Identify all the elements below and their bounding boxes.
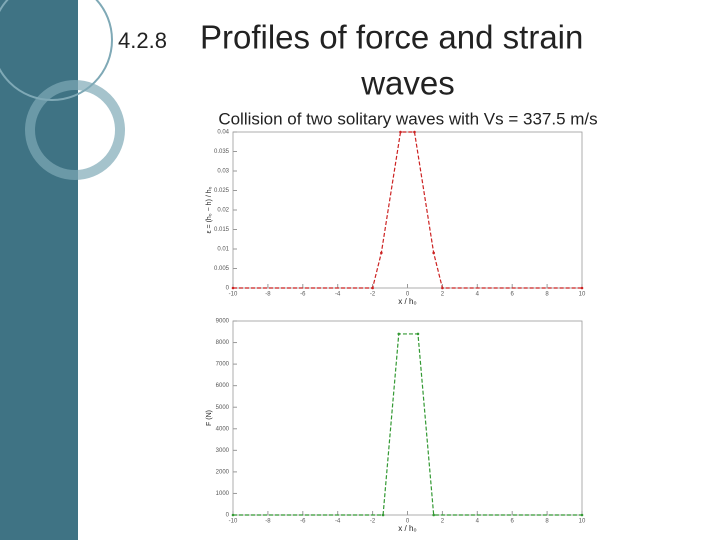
y-tick-label: 0.02	[217, 208, 229, 214]
y-tick-label: 0.005	[214, 266, 230, 272]
x-tick-label: 4	[476, 292, 480, 298]
x-tick-label: 2	[441, 519, 445, 525]
x-tick-label: 0	[406, 519, 410, 525]
y-tick-label: 4000	[216, 426, 230, 432]
subtitle: Collision of two solitary waves with Vs …	[218, 109, 597, 128]
section-number: 4.2.8	[118, 28, 167, 53]
y-tick-label: 1000	[216, 491, 230, 497]
x-axis-label: x / h₀	[398, 524, 416, 533]
data-line	[233, 131, 582, 289]
y-tick-label: 2000	[216, 469, 230, 475]
data-point	[371, 286, 374, 290]
data-point	[580, 513, 584, 517]
data-point	[397, 332, 401, 336]
y-tick-label: 5000	[216, 405, 230, 411]
x-tick-label: -6	[300, 292, 306, 298]
data-point	[432, 251, 435, 255]
x-tick-label: -6	[300, 519, 306, 525]
x-tick-label: -10	[229, 292, 238, 298]
data-point	[416, 332, 420, 336]
y-tick-label: 9000	[216, 319, 230, 325]
x-tick-label: 6	[511, 292, 515, 298]
y-tick-label: 0.035	[214, 149, 230, 155]
x-tick-label: 6	[511, 519, 515, 525]
x-tick-label: 2	[441, 292, 445, 298]
y-tick-label: 0.04	[217, 130, 229, 136]
x-tick-label: -2	[370, 292, 376, 298]
y-tick-label: 8000	[216, 340, 230, 346]
data-point	[399, 130, 402, 134]
x-tick-label: 10	[579, 519, 586, 525]
y-axis-label: ε = (h₀ − h) / h₀	[206, 186, 213, 233]
x-tick-label: -8	[265, 292, 271, 298]
data-point	[413, 130, 416, 134]
x-tick-label: -2	[370, 519, 376, 525]
data-point	[580, 286, 584, 290]
x-tick-label: 8	[545, 519, 549, 525]
y-tick-label: 0.03	[217, 169, 229, 175]
x-tick-label: 8	[545, 292, 549, 298]
data-point	[441, 286, 444, 290]
x-tick-label: 4	[476, 519, 480, 525]
x-tick-label: -4	[335, 519, 341, 525]
x-tick-label: 10	[579, 292, 586, 298]
data-point	[432, 513, 435, 517]
y-axis-label: F (N)	[206, 410, 213, 426]
data-point	[381, 513, 385, 517]
y-tick-label: 3000	[216, 448, 230, 454]
y-tick-label: 0.025	[214, 188, 230, 194]
x-tick-label: 0	[406, 292, 410, 298]
y-tick-label: 0	[226, 513, 230, 519]
title: waves	[360, 65, 455, 102]
y-tick-label: 0	[226, 286, 230, 292]
y-tick-label: 0.01	[217, 247, 229, 253]
decor-circle	[25, 80, 125, 180]
data-point	[380, 251, 383, 255]
data-point	[231, 286, 235, 290]
x-tick-label: -10	[229, 519, 238, 525]
title: Profiles of force and strain	[200, 19, 583, 56]
decor-circle	[0, 0, 113, 101]
x-tick-label: -4	[335, 292, 341, 298]
y-tick-label: 6000	[216, 383, 230, 389]
x-axis-label: x / h₀	[398, 297, 416, 306]
y-tick-label: 7000	[216, 362, 230, 368]
data-point	[231, 513, 235, 517]
x-tick-label: -8	[265, 519, 271, 525]
y-tick-label: 0.015	[214, 227, 230, 233]
